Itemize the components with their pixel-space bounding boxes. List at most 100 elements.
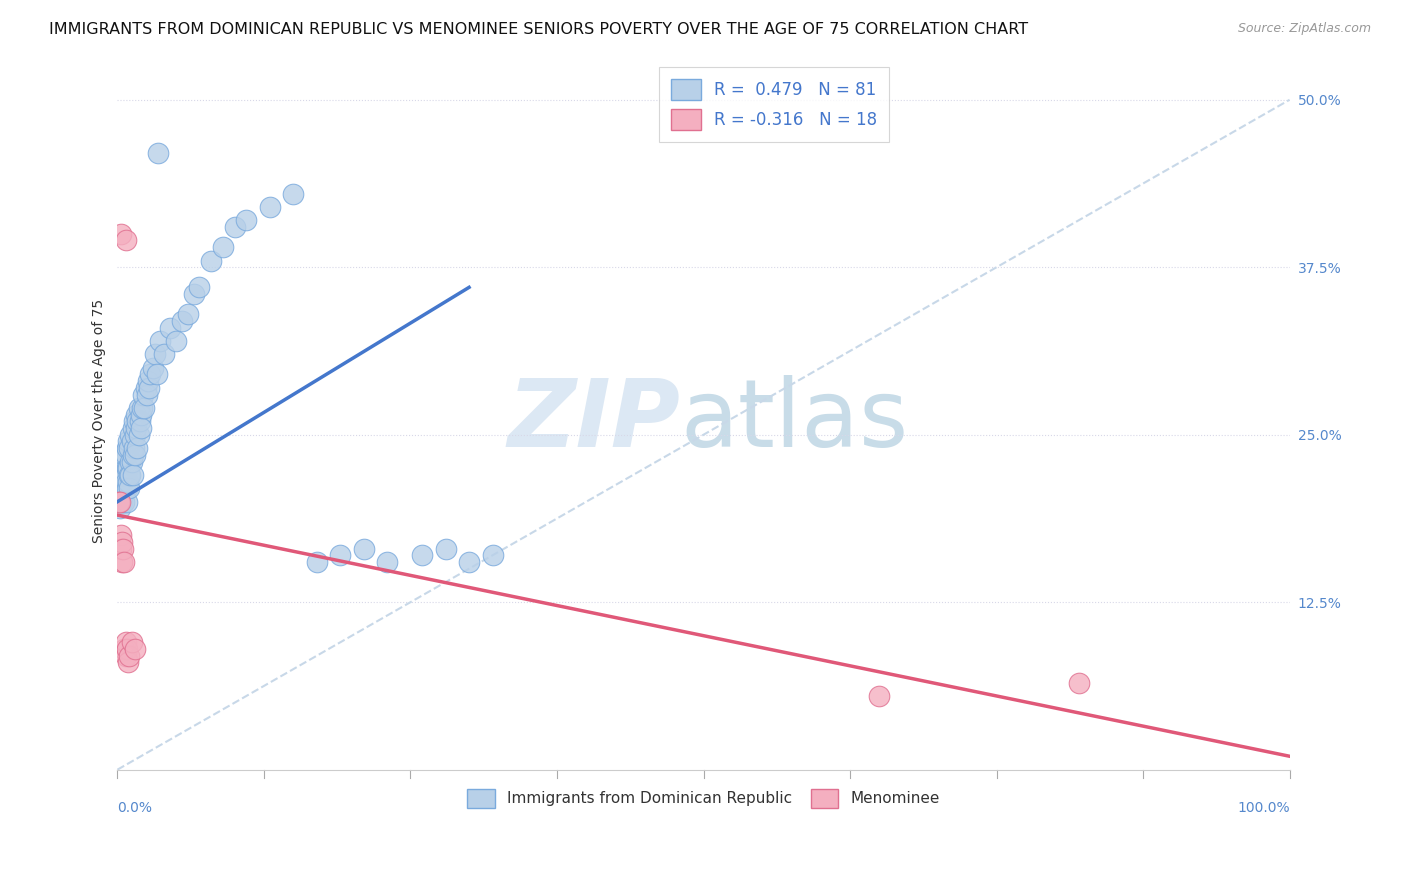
Point (117, 475, 139, 489)
Point (110, 541, 132, 556)
Point (188, 280, 211, 294)
Point (122, 414, 145, 428)
Point (114, 555, 136, 569)
Point (107, 494, 129, 508)
Text: 0.0%: 0.0% (118, 801, 152, 815)
Point (112, 488, 135, 502)
Text: atlas: atlas (681, 376, 908, 467)
Point (129, 408, 152, 422)
Point (135, 381, 157, 395)
Point (132, 387, 155, 401)
Point (115, 494, 138, 508)
Point (114, 448, 136, 462)
Point (111, 555, 134, 569)
Point (118, 467, 141, 482)
Point (120, 427, 142, 442)
Point (183, 287, 205, 301)
Point (112, 475, 135, 489)
Point (143, 347, 166, 361)
Point (115, 441, 138, 455)
Point (153, 347, 176, 361)
Point (117, 461, 139, 475)
Point (112, 541, 135, 556)
Point (125, 408, 148, 422)
Point (329, 549, 352, 563)
Point (411, 549, 433, 563)
Point (212, 240, 235, 254)
Y-axis label: Seniors Poverty Over the Age of 75: Seniors Poverty Over the Age of 75 (93, 299, 107, 543)
Point (375, 555, 398, 569)
Point (124, 448, 146, 462)
Point (121, 434, 143, 449)
Point (112, 454, 135, 468)
Point (114, 642, 136, 657)
Point (124, 427, 146, 442)
Text: 100.0%: 100.0% (1237, 801, 1289, 815)
Point (305, 555, 328, 569)
Point (200, 253, 222, 268)
Point (111, 475, 134, 489)
Point (117, 656, 139, 670)
Point (108, 467, 131, 482)
Point (118, 481, 141, 495)
Text: IMMIGRANTS FROM DOMINICAN REPUBLIC VS MENOMINEE SENIORS POVERTY OVER THE AGE OF : IMMIGRANTS FROM DOMINICAN REPUBLIC VS ME… (49, 22, 1028, 37)
Point (118, 648, 141, 663)
Point (135, 387, 157, 401)
Legend: Immigrants from Dominican Republic, Menominee: Immigrants from Dominican Republic, Meno… (461, 782, 946, 814)
Point (283, 186, 305, 201)
Point (134, 401, 156, 415)
Point (121, 421, 143, 435)
Point (114, 467, 136, 482)
Point (111, 535, 134, 549)
Point (127, 414, 149, 428)
Point (114, 494, 136, 508)
Point (115, 481, 138, 495)
Text: Source: ZipAtlas.com: Source: ZipAtlas.com (1237, 22, 1371, 36)
Point (121, 454, 143, 468)
Point (458, 555, 481, 569)
Point (170, 314, 193, 328)
Point (114, 467, 136, 482)
Point (107, 481, 129, 495)
Point (110, 475, 132, 489)
Point (121, 635, 143, 649)
Point (159, 320, 181, 334)
Point (139, 368, 162, 382)
Point (110, 227, 132, 241)
Point (117, 434, 139, 449)
Point (149, 334, 172, 348)
Point (224, 220, 246, 235)
Point (122, 441, 145, 455)
Point (111, 494, 134, 508)
Point (121, 467, 143, 482)
Point (146, 368, 169, 382)
Point (235, 213, 257, 227)
Point (114, 234, 136, 248)
Point (120, 454, 142, 468)
Point (108, 494, 131, 508)
Point (434, 541, 457, 556)
Point (128, 414, 150, 428)
Point (115, 461, 138, 475)
Point (114, 448, 136, 462)
Point (121, 448, 143, 462)
Point (1067, 675, 1090, 690)
Point (177, 307, 200, 321)
Point (118, 441, 141, 455)
Point (127, 441, 149, 455)
Point (111, 448, 134, 462)
Point (129, 421, 152, 435)
Point (259, 200, 281, 214)
Point (128, 427, 150, 442)
Point (128, 401, 150, 415)
Point (148, 146, 170, 161)
Point (108, 501, 131, 516)
Point (125, 421, 148, 435)
Point (138, 381, 160, 395)
Point (114, 648, 136, 663)
Point (165, 334, 187, 348)
Point (124, 642, 146, 657)
Point (868, 689, 890, 703)
Point (481, 549, 503, 563)
Point (110, 454, 132, 468)
